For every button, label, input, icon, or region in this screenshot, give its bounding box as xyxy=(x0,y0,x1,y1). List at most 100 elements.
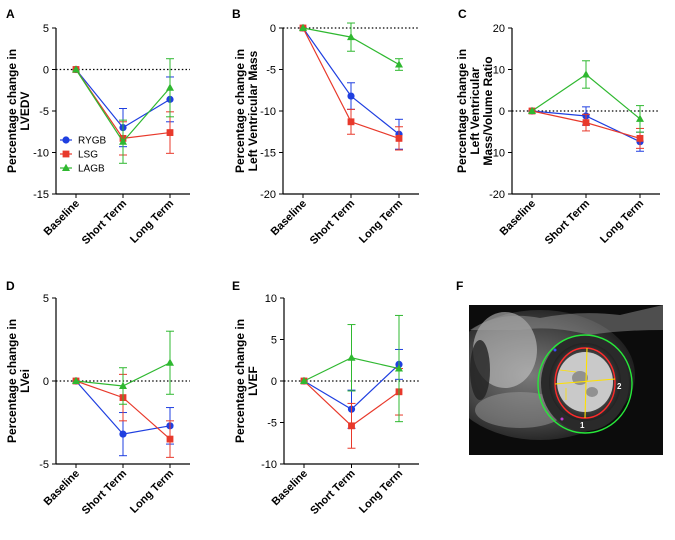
x-tick-label: Baseline xyxy=(270,468,310,508)
y-tick-label: -10 xyxy=(489,148,505,160)
y-tick-label: 0 xyxy=(43,376,49,388)
panel-label-e: E xyxy=(232,279,240,293)
data-point xyxy=(636,134,644,142)
data-point xyxy=(72,376,80,384)
panel-f: F xyxy=(456,279,663,455)
data-point xyxy=(582,70,590,78)
series-lagb xyxy=(299,22,403,71)
x-tick-label: Long Term xyxy=(357,467,405,515)
y-axis-title-line: LVEF xyxy=(246,366,260,396)
y-tick-label: -10 xyxy=(33,148,49,160)
mri-marker-1: 1 xyxy=(580,421,585,430)
series-lagb xyxy=(300,314,403,423)
legend-label: LAGB xyxy=(78,164,105,175)
data-point xyxy=(347,32,355,41)
chart-panel-d: D Percentage change inLVei 5 0 -5BaselineSho… xyxy=(5,279,190,517)
data-point xyxy=(299,23,307,31)
x-tick-label: Short Term xyxy=(80,197,130,247)
data-point xyxy=(72,65,80,73)
data-point xyxy=(347,353,356,361)
data-point xyxy=(528,106,536,114)
mri-image: 2 1 xyxy=(469,305,663,455)
y-axis-title-line: Mass/Volume Ratio xyxy=(481,56,495,165)
mri-marker-2: 2 xyxy=(617,382,622,391)
legend-marker xyxy=(62,163,70,171)
legend-label: LSG xyxy=(78,150,98,161)
y-tick-label: 5 xyxy=(271,335,277,347)
legend-label: RYGB xyxy=(78,136,106,147)
x-tick-label: Short Term xyxy=(308,197,358,247)
data-point xyxy=(166,358,174,366)
x-tick-label: Long Term xyxy=(357,197,405,245)
legend-marker xyxy=(62,150,70,158)
y-tick-label: 0 xyxy=(271,376,277,388)
data-point xyxy=(395,364,403,372)
y-tick-label: -20 xyxy=(489,189,505,201)
y-axis-title-line: Percentage change in xyxy=(233,319,247,443)
chart-panel-b: B Percentage change inLeft Ventricular Ma… xyxy=(232,7,419,247)
y-tick-label: -10 xyxy=(260,106,276,118)
data-point xyxy=(119,430,127,438)
y-tick-label: 0 xyxy=(499,106,505,118)
data-point xyxy=(347,92,355,100)
x-tick-label: Baseline xyxy=(42,198,82,238)
y-tick-label: 10 xyxy=(265,293,277,305)
y-axis-title-line: LVei xyxy=(18,369,32,393)
y-axis-title-line: Percentage change in xyxy=(5,49,19,173)
x-tick-label: Baseline xyxy=(42,468,82,508)
x-tick-label: Short Term xyxy=(80,467,130,517)
chart-panel-a: A Percentage change inLVEDV 5 0 -5 -10 -15Base… xyxy=(5,7,190,247)
data-point xyxy=(636,114,644,122)
data-point xyxy=(119,381,127,389)
y-tick-label: -20 xyxy=(260,189,276,201)
y-axis-title: Percentage change inLVei xyxy=(5,319,32,443)
panel-label-a: A xyxy=(6,7,15,21)
data-point xyxy=(348,422,355,430)
x-tick-label: Short Term xyxy=(308,467,358,517)
chart-panel-e: E Percentage change inLVEF 10 5 0 -5 -10Baseli… xyxy=(232,279,419,517)
y-axis-title: Percentage change inLVEF xyxy=(233,319,260,443)
chart-panel-c: C Percentage change inLeft VentricularMas… xyxy=(455,7,660,247)
x-tick-label: Long Term xyxy=(128,467,176,515)
y-axis-title-line: Left Ventricular xyxy=(468,67,482,155)
series-lagb xyxy=(528,60,644,133)
y-axis-title: Percentage change inLeft VentricularMass… xyxy=(455,49,495,173)
legend: RYGB LSG LAGB xyxy=(60,136,106,175)
data-point xyxy=(166,129,174,136)
y-tick-label: -5 xyxy=(267,418,277,430)
y-tick-label: -5 xyxy=(266,65,276,77)
data-point xyxy=(166,435,174,443)
y-tick-label: 0 xyxy=(43,65,49,77)
panel-label-c: C xyxy=(458,7,467,21)
x-tick-label: Baseline xyxy=(269,198,309,238)
data-point xyxy=(119,137,127,145)
y-axis-title-line: Left Ventricular Mass xyxy=(246,50,260,171)
y-tick-label: -15 xyxy=(33,189,49,201)
panel-label-d: D xyxy=(6,279,15,293)
x-tick-label: Long Term xyxy=(598,197,646,245)
y-axis-title: Percentage change inLVEDV xyxy=(5,49,32,173)
y-tick-label: -5 xyxy=(39,106,49,118)
panel-label-f: F xyxy=(456,279,463,293)
y-axis-title-line: Percentage change in xyxy=(455,49,469,173)
y-axis-title-line: LVEDV xyxy=(18,91,32,130)
x-tick-label: Long Term xyxy=(128,197,176,245)
series-lagb xyxy=(72,330,174,405)
panel-label-b: B xyxy=(232,7,241,21)
y-tick-label: -10 xyxy=(261,459,277,471)
y-axis-title-line: Percentage change in xyxy=(233,49,247,173)
series-lagb xyxy=(72,58,174,164)
data-point xyxy=(395,60,403,68)
data-point xyxy=(300,376,308,384)
y-axis-title: Percentage change inLeft Ventricular Mas… xyxy=(233,49,260,173)
y-axis-title-line: Percentage change in xyxy=(5,319,19,443)
y-tick-label: -5 xyxy=(39,459,49,471)
data-point xyxy=(582,119,590,127)
data-point xyxy=(166,83,174,91)
legend-marker xyxy=(62,136,70,144)
y-tick-label: 5 xyxy=(43,23,49,35)
y-tick-label: 0 xyxy=(270,23,276,35)
x-tick-label: Short Term xyxy=(543,197,593,247)
y-tick-label: 20 xyxy=(493,23,505,35)
